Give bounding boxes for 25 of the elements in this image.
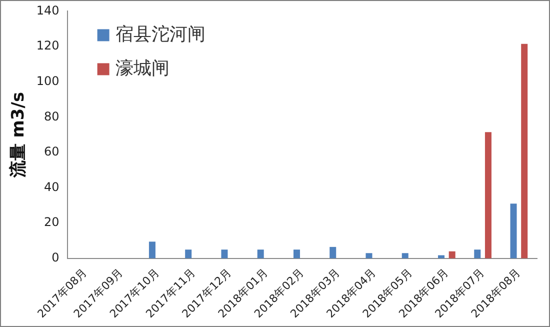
bar: [330, 246, 336, 258]
bar: [510, 204, 517, 258]
bar: [474, 250, 481, 258]
y-tick-label: 80: [44, 109, 60, 124]
bar: [366, 253, 372, 258]
bar: [148, 242, 156, 258]
y-tick-label: 40: [44, 180, 60, 194]
bar: [484, 132, 492, 258]
bar: [185, 250, 192, 258]
y-tick-label: 60: [44, 144, 60, 159]
legend-label: 濠城闸: [115, 58, 170, 79]
y-tick-label: 120: [36, 38, 60, 53]
y-tick-label: 140: [36, 3, 60, 18]
y-tick-label: 20: [44, 215, 60, 230]
bar: [521, 44, 528, 258]
bar: [221, 250, 228, 258]
y-axis-title: 流量 m3/s: [8, 92, 29, 179]
y-tick-label: 0: [52, 250, 60, 265]
y-tick-label: 100: [36, 74, 60, 88]
legend-label: 宿县沱河闸: [115, 24, 206, 45]
bar: [448, 251, 456, 258]
bar: [293, 250, 300, 258]
bar: [438, 255, 445, 258]
bar: [402, 253, 408, 258]
bar: [257, 250, 264, 258]
